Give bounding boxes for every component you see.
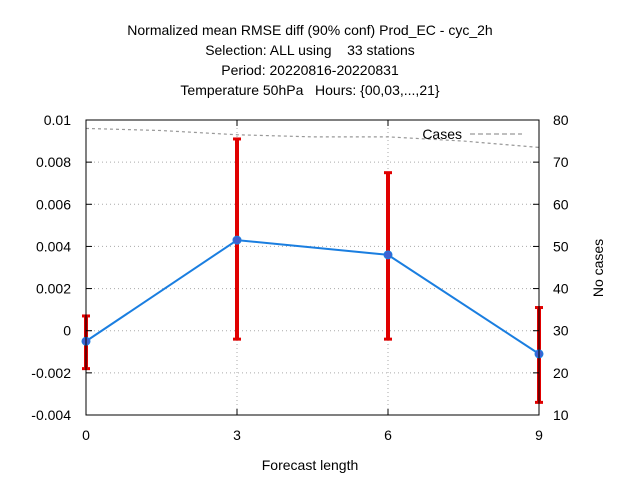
y-axis-ticks: -0.004 -0.002 0 0.002 0.004 0.006 0.008 0.01 [31,112,92,423]
x-tick-label-3: 9 [535,427,543,443]
y2-tick-label-2: 30 [553,323,569,339]
y-tick-label-6: 0.008 [36,154,71,170]
x-tick-label-2: 6 [384,427,392,443]
y2-tick-label-0: 10 [553,407,569,423]
data-markers [81,235,544,359]
cases-series [85,127,540,148]
y-tick-label-2: 0 [63,323,71,339]
chart-title: Normalized mean RMSE diff (90% conf) Pro… [127,22,492,98]
y2-tick-label-4: 50 [553,238,569,254]
y2-axis-ticks: 10 20 30 40 50 60 70 80 [533,112,569,423]
legend-label-cases: Cases [422,126,462,142]
y-tick-label-0: -0.004 [31,407,71,423]
legend: Cases [422,126,522,142]
cases-line [85,127,540,148]
y-tick-label-3: 0.002 [36,281,71,297]
y2-axis-label: No cases [590,239,606,297]
y-tick-label-4: 0.004 [36,238,71,254]
grid [86,120,539,415]
y-tick-label-1: -0.002 [31,365,71,381]
x-tick-label-1: 3 [233,427,241,443]
title-line-2: Selection: ALL using 33 stations [205,42,415,58]
data-point-1 [232,235,242,245]
title-line-4: Temperature 50hPa Hours: {00,03,...,21} [180,82,439,98]
x-tick-label-0: 0 [82,427,90,443]
y2-tick-label-1: 20 [553,365,569,381]
x-axis-ticks: 0 3 6 9 [82,120,543,443]
y-tick-label-7: 0.01 [44,112,71,128]
y-tick-label-5: 0.006 [36,196,71,212]
y2-tick-label-6: 70 [553,154,569,170]
title-line-1: Normalized mean RMSE diff (90% conf) Pro… [127,22,492,38]
plot-frame [85,119,540,416]
y2-tick-label-7: 80 [553,112,569,128]
y2-tick-label-5: 60 [553,196,569,212]
series-line [85,239,540,355]
x-axis-label: Forecast length [262,457,359,473]
data-series [85,239,540,355]
y2-tick-label-3: 40 [553,281,569,297]
title-line-3: Period: 20220816-20220831 [221,62,399,78]
error-bars [82,137,543,404]
data-point-2 [383,250,393,260]
